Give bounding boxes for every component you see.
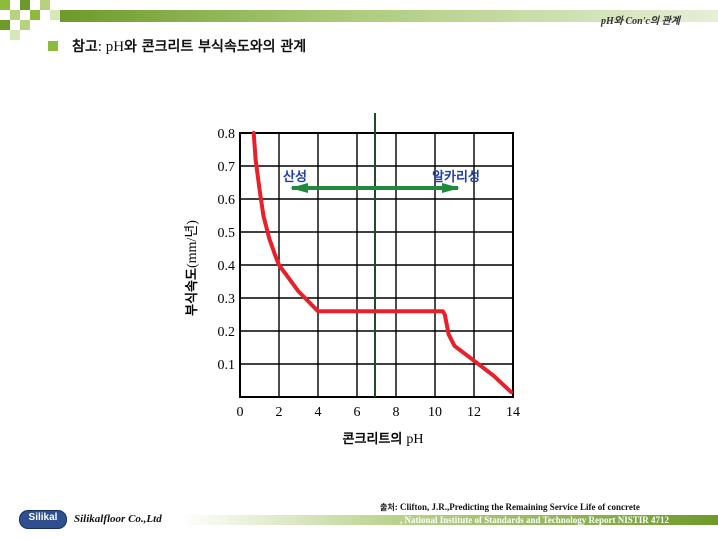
y-tick-label: 0.3: [218, 292, 236, 307]
y-tick-label: 0.5: [218, 226, 236, 241]
y-tick-label: 0.8: [218, 127, 236, 142]
x-tick-label: 14: [506, 405, 520, 420]
acid-label: 산성: [283, 169, 307, 185]
x-axis-label: 콘크리트의 pH: [343, 431, 424, 447]
alkali-label: 알카리성: [432, 169, 480, 185]
title-bullet: [48, 41, 58, 51]
plot-frame: [239, 132, 514, 398]
company-name: Silikalfloor Co.,Ltd: [74, 513, 162, 525]
x-tick-label: 0: [237, 405, 244, 420]
y-axis-label: 부식속도(mm/년): [184, 220, 200, 316]
x-tick-label: 12: [467, 405, 481, 420]
source-text-1: : Clifton, J.R.,Predicting the Remaining…: [394, 502, 640, 512]
title-prefix: 참고: [72, 39, 98, 55]
corrosion-rate-series: [251, 131, 514, 395]
y-tick-label: 0.4: [218, 259, 236, 274]
arrow-left-head: [290, 183, 308, 193]
silikal-logo: Silikal: [19, 510, 67, 529]
acid-alkali-arrows: [290, 183, 460, 193]
header-title: pH와 Con'c의 관계: [600, 16, 680, 27]
tick-labels: 0 2 4 6 8 10 12 14 0.1 0.2 0.3 0.4 0.5 0.6 0.7 0.8: [218, 127, 521, 420]
title-ph: pH: [105, 39, 125, 55]
x-tick-label: 10: [428, 405, 442, 420]
y-tick-label: 0.1: [218, 358, 236, 373]
footer-bar: [180, 515, 718, 525]
y-tick-label: 0.6: [218, 193, 236, 208]
source-citation-line1: 출처: Clifton, J.R.,Predicting the Remaini…: [380, 502, 640, 513]
x-tick-label: 2: [276, 405, 283, 420]
x-tick-label: 6: [354, 405, 361, 420]
source-label: 출처: [380, 503, 395, 512]
y-tick-label: 0.7: [218, 160, 236, 175]
y-tick-label: 0.2: [218, 325, 236, 340]
title-rest: 와 콘크리트 부식속도와의 관계: [124, 39, 307, 55]
header-bar: [60, 10, 718, 22]
title-sep: :: [97, 39, 106, 55]
source-citation-line2: , National Institute of Standards and Te…: [400, 515, 670, 525]
logo-text: Silikal: [28, 512, 58, 523]
x-tick-label: 8: [393, 405, 400, 420]
x-tick-label: 4: [315, 405, 322, 420]
arrow-right-head: [442, 183, 460, 193]
slide-title: 참고: pH와 콘크리트 부식속도와의 관계: [72, 36, 306, 56]
